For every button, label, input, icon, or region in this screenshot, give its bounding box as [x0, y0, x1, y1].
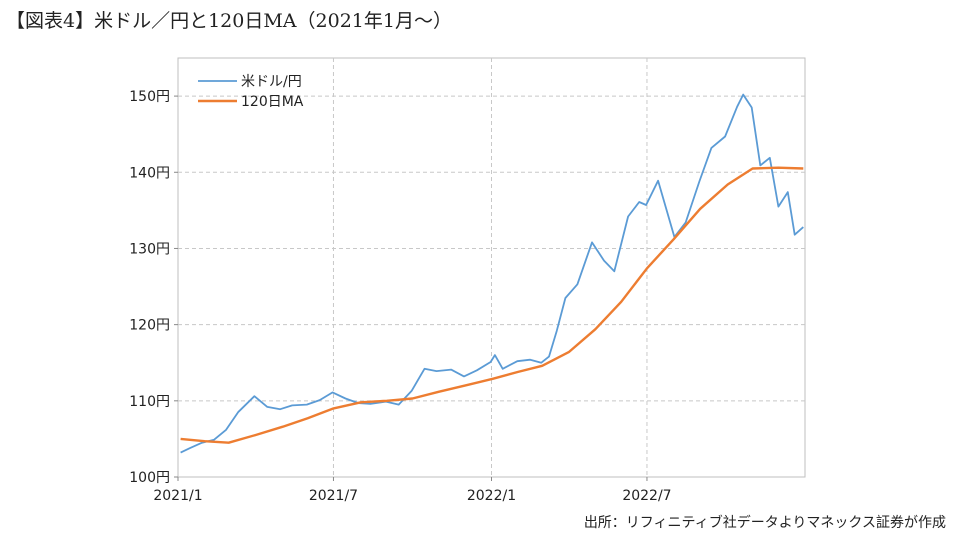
- series-line-ma120: [180, 166, 804, 444]
- x-tick-label: 2021/7: [309, 488, 358, 504]
- plot-area: [177, 57, 806, 478]
- legend-label: 120日MA: [241, 94, 304, 110]
- y-tick-label: 150円: [129, 89, 170, 105]
- y-tick-label: 130円: [129, 241, 170, 257]
- series-line-usdjpy: [180, 93, 804, 454]
- source-note: 出所：リフィニティブ社データよりマネックス証券が作成: [583, 515, 946, 531]
- x-tick-label: 2021/1: [153, 488, 202, 504]
- chart-title: 【図表4】米ドル／円と120日MA（2021年1月～）: [6, 10, 452, 32]
- y-tick-label: 120円: [129, 318, 170, 334]
- legend-label: 米ドル/円: [241, 74, 302, 90]
- x-tick-label: 2022/7: [622, 488, 671, 504]
- y-tick-label: 140円: [129, 165, 170, 181]
- y-tick-label: 110円: [129, 394, 170, 410]
- x-tick-label: 2022/1: [467, 488, 516, 504]
- y-tick-label: 100円: [129, 470, 170, 486]
